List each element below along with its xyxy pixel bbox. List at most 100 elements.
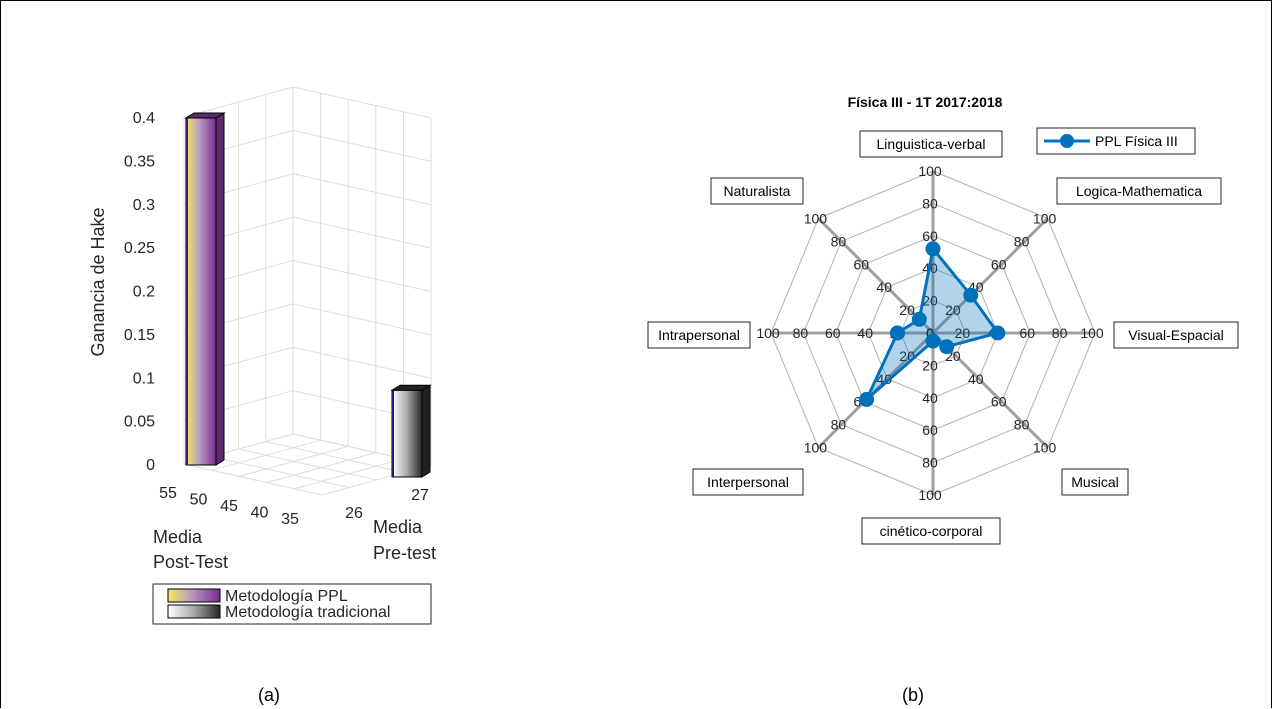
radar-spoke <box>931 331 1049 449</box>
radar-tick-label: 20 <box>955 325 971 341</box>
bar-chart-y-ticks: 0 0.05 0.1 0.15 0.2 0.25 0.3 0.35 0.4 <box>124 110 155 474</box>
grid-line-right-wall <box>292 129 432 162</box>
bar-chart-legend: Metodología PPL Metodología tradicional <box>152 583 432 625</box>
radar-tick-label: 40 <box>876 279 892 295</box>
bar-chart-ylabel: Ganancia de Hake <box>88 207 108 356</box>
grid-line-right-wall <box>292 303 432 336</box>
y-tick-label: 0.3 <box>133 197 155 214</box>
floor-grid-line <box>211 456 350 488</box>
post-axis-label-line1: Media <box>153 527 203 547</box>
radar-point <box>859 391 875 407</box>
radar-tick-label: 0 <box>926 325 934 341</box>
post-axis-tick-label: 35 <box>281 511 299 528</box>
y-tick-label: 0.2 <box>133 284 155 301</box>
radar-category-label: Interpersonal <box>707 474 789 490</box>
floor-grid-line <box>265 441 404 473</box>
radar-category-box <box>1113 321 1239 349</box>
post-axis-tick-label: 45 <box>220 498 238 515</box>
radar-tick-label: 60 <box>922 422 938 438</box>
radar-category-box <box>861 517 1001 545</box>
pre-axis-tick-label: 27 <box>411 487 429 504</box>
bar-side-face <box>421 384 431 478</box>
legend-marker-ppl-fisica <box>1060 134 1074 148</box>
panel-label-a: (a) <box>258 685 280 705</box>
floor-grid-line <box>238 448 377 481</box>
bar-chart-3d: 0 0.05 0.1 0.15 0.2 0.25 0.3 0.35 0.4 55 50 45 40 35… <box>88 86 436 705</box>
radar-tick-label: 40 <box>922 390 938 406</box>
y-tick-label: 0.1 <box>133 370 155 387</box>
post-axis-label-line2: Post-Test <box>153 552 228 572</box>
radar-tick-label: 80 <box>831 233 847 249</box>
legend-entry-ppl-fisica: PPL Física III <box>1095 133 1178 149</box>
y-tick-label: 0 <box>146 457 155 474</box>
legend-swatch-ppl <box>167 588 221 603</box>
radar-tick-label: 60 <box>1019 325 1035 341</box>
panel-label-b: (b) <box>902 685 924 705</box>
radar-tick-label: 100 <box>918 487 942 503</box>
radar-tick-label: 80 <box>1014 417 1030 433</box>
radar-tick-label: 100 <box>804 210 828 226</box>
radar-tick-label: 40 <box>857 325 873 341</box>
grid-line-right-wall <box>292 346 432 379</box>
floor-grid-line <box>294 458 404 490</box>
radar-tick-label: 40 <box>968 371 984 387</box>
radar-category-label: cinético-corporal <box>880 523 983 539</box>
radar-tick-label: 0 <box>926 325 934 341</box>
radar-tick-label: 100 <box>918 163 942 179</box>
radar-tick-label: 100 <box>756 325 780 341</box>
bar-metodologia-tradicional <box>391 389 423 478</box>
bar-top-face <box>184 112 226 119</box>
floor-grid-line <box>239 445 349 477</box>
bar-side-face <box>215 112 225 466</box>
pre-axis-tick-label: 26 <box>345 505 363 522</box>
radar-tick-label: 0 <box>926 325 934 341</box>
radar-tick-label: 0 <box>926 325 934 341</box>
radar-tick-label: 0 <box>926 325 934 341</box>
radar-legend: PPL Física III <box>1036 127 1196 155</box>
radar-tick-label: 40 <box>876 371 892 387</box>
radar-tick-label: 60 <box>854 256 870 272</box>
grid-line-right-wall <box>292 216 432 249</box>
legend-swatch-traditional <box>167 604 221 619</box>
floor-grid-line <box>183 463 323 496</box>
radar-tick-label: 80 <box>922 455 938 471</box>
radar-tick-label: 60 <box>825 325 841 341</box>
radar-tick-label: 20 <box>899 302 915 318</box>
grid-line-right-wall <box>292 173 432 206</box>
radar-tick-label: 100 <box>1033 210 1057 226</box>
bar-top-face <box>390 384 432 391</box>
radar-category-box <box>710 177 804 205</box>
radar-tick-label: 0 <box>926 325 934 341</box>
radar-tick-label: 60 <box>991 256 1007 272</box>
radar-spoke <box>931 217 1049 335</box>
grid-line-right-wall <box>292 86 432 119</box>
radar-point <box>925 241 941 257</box>
post-axis-tick-label: 50 <box>190 492 208 509</box>
grid-line-right-wall <box>292 260 432 292</box>
radar-spoke <box>817 217 935 335</box>
floor-grid-line <box>266 452 376 484</box>
legend-entry-traditional: Metodología tradicional <box>225 604 390 621</box>
post-axis-tick-label: 55 <box>159 485 177 502</box>
radar-tick-label: 100 <box>1080 325 1104 341</box>
y-tick-label: 0.05 <box>124 414 155 431</box>
radar-category-label: Musical <box>1071 474 1118 490</box>
radar-tick-label: 80 <box>831 417 847 433</box>
radar-category-label: Visual-Espacial <box>1128 327 1223 343</box>
radar-point <box>911 311 927 327</box>
radar-tick-label: 100 <box>804 440 828 456</box>
bar-metodologia-ppl <box>185 117 217 466</box>
pre-axis-label-line1: Media <box>373 517 423 537</box>
radar-chart: Física III - 1T 2017:2018 02040608010002… <box>647 94 1239 705</box>
y-tick-label: 0.4 <box>133 110 155 127</box>
radar-tick-label: 80 <box>922 195 938 211</box>
radar-point <box>925 333 941 349</box>
radar-tick-label: 80 <box>1014 233 1030 249</box>
radar-tick-label: 20 <box>922 357 938 373</box>
radar-category-box <box>647 321 751 349</box>
radar-tick-label: 20 <box>945 302 961 318</box>
radar-category-labels: Linguistica-verbal Logica-Mathematica Visu… <box>647 130 1239 545</box>
radar-point <box>990 325 1006 341</box>
bar-chart-bars <box>184 112 432 478</box>
